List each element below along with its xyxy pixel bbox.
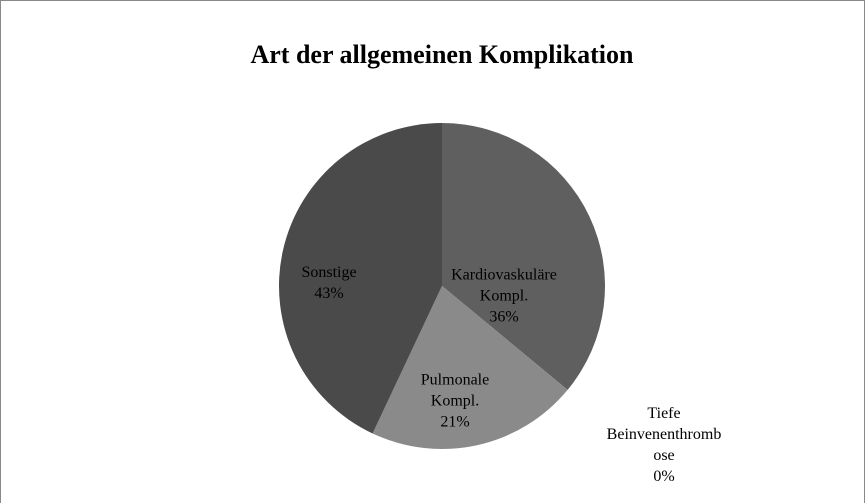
slice-label: Sonstige 43% [284, 262, 374, 304]
slice-value: 43% [314, 285, 344, 302]
slice-name: Pulmonale Kompl. [420, 371, 490, 410]
slice-value: 21% [440, 413, 470, 431]
slice-value: 36% [489, 308, 519, 326]
slice-label: Tiefe Beinvenenthrombose 0% [604, 403, 724, 487]
pie-slice [372, 286, 568, 450]
slice-name: Sonstige [301, 264, 357, 281]
pie-slice [278, 123, 442, 434]
slice-value: 0% [653, 468, 675, 485]
slice-name: Tiefe Beinvenenthrombose [606, 405, 722, 464]
pie-slice [442, 123, 605, 390]
pie [278, 123, 605, 450]
slice-label: Pulmonale Kompl. 21% [400, 370, 510, 433]
slice-label: Kardiovaskuläre Kompl. 36% [434, 265, 574, 328]
chart-title: Art der allgemeinen Komplikation [250, 40, 634, 69]
slice-name: Kardiovaskuläre Kompl. [451, 266, 557, 305]
